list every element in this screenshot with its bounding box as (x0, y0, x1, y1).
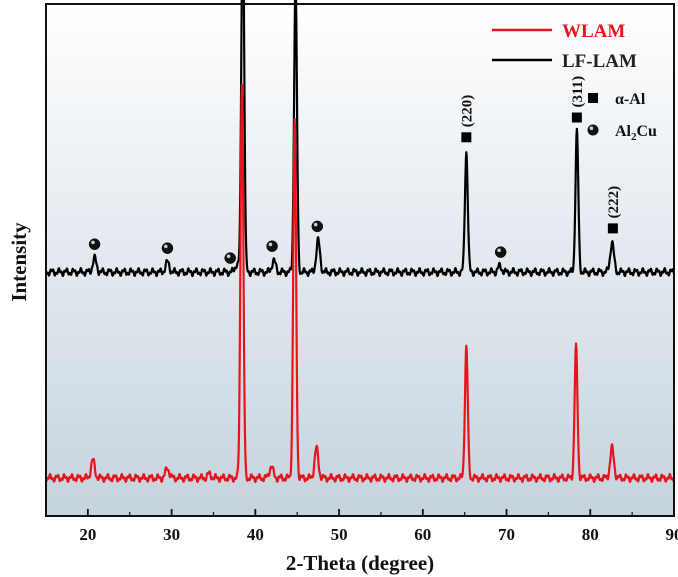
al2cu-marker (266, 240, 278, 252)
series-line-lf-lam (44, 0, 676, 278)
plot-frame (45, 3, 675, 517)
x-tick-label: 70 (498, 525, 515, 544)
legend-label-lf-lam: LF-LAM (562, 51, 637, 72)
x-tick-label: 60 (414, 525, 431, 544)
series-layer (44, 0, 676, 484)
al2cu-marker (224, 252, 236, 264)
alpha-al-marker (607, 223, 618, 234)
legend-al2cu-marker-highlight (589, 126, 594, 130)
x-tick-label: 30 (163, 525, 180, 544)
al2cu-marker-highlight (164, 244, 168, 249)
al2cu-marker-highlight (497, 248, 501, 253)
x-tick-label: 90 (666, 525, 678, 544)
al2cu-marker (88, 238, 101, 250)
legend-label-wlam: WLAM (562, 21, 625, 42)
al2cu-marker-highlight (313, 222, 318, 227)
al2cu-marker-highlight (268, 242, 273, 247)
x-axis-title: 2-Theta (degree) (286, 551, 434, 575)
peak-label-layer: (111)(200)(220)(311)(222) (459, 76, 622, 219)
phase-marker-layer (88, 112, 618, 264)
al2cu-marker-highlight (91, 240, 95, 245)
x-tick-label: 40 (247, 525, 264, 544)
x-tick-label: 50 (331, 525, 348, 544)
al2cu-marker-highlight (226, 254, 231, 259)
legend-marker-label: Al2Cu (615, 123, 657, 143)
legend-marker-label: α-Al (615, 91, 646, 108)
x-tick-label: 80 (582, 525, 599, 544)
plot-background (46, 4, 674, 516)
peak-label: (311) (570, 76, 586, 108)
series-line-wlam (45, 83, 675, 484)
peak-label: (222) (606, 186, 622, 219)
peak-label: (220) (459, 95, 475, 128)
al2cu-marker (161, 242, 174, 254)
legend-alpha-al-marker (588, 93, 598, 103)
alpha-al-marker (461, 132, 472, 143)
legend-al2cu-marker (587, 124, 599, 136)
x-tick-label: 20 (79, 525, 96, 544)
legend: WLAM LF-LAM α-Al Al2Cu (492, 21, 657, 143)
al2cu-marker (494, 246, 507, 258)
y-axis-title: Intensity (7, 222, 31, 302)
al2cu-marker (311, 220, 324, 233)
x-axis: 20 30 40 50 60 70 80 90 (45, 509, 678, 544)
alpha-al-marker (571, 112, 582, 123)
